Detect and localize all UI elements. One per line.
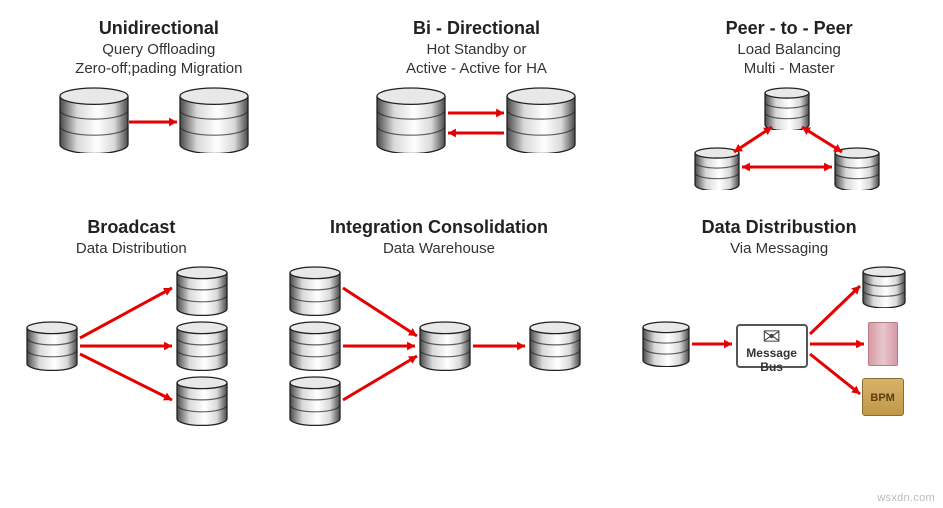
pattern-bidirectional: Bi - DirectionalHot Standby orActive - A… (376, 18, 576, 197)
message-bus-label: Message Bus (738, 346, 806, 374)
pattern-subtitle: Via Messaging (642, 240, 917, 259)
message-bus: ✉ Message Bus (736, 324, 808, 368)
pattern-diagram (376, 87, 576, 167)
pattern-integration: Integration Consolidation Data Warehouse (289, 217, 589, 432)
pattern-subtitle: Load BalancingMulti - Master (694, 41, 884, 79)
pattern-title: Integration Consolidation (289, 217, 589, 238)
database-icon (179, 87, 249, 154)
envelope-icon: ✉ (738, 326, 806, 348)
pattern-diagram: ✉ Message Bus BPM (642, 266, 917, 431)
pattern-diagram (26, 266, 236, 431)
pattern-title: Data Distribustion (642, 217, 917, 238)
pattern-title: Bi - Directional (376, 18, 576, 39)
pattern-subtitle: Data Distribution (26, 240, 236, 259)
pattern-title: Broadcast (26, 217, 236, 238)
pattern-title: Peer - to - Peer (694, 18, 884, 39)
pattern-peer-to-peer: Peer - to - PeerLoad BalancingMulti - Ma… (694, 18, 884, 197)
server-icon (868, 322, 898, 366)
database-icon (506, 87, 576, 154)
bpm-box: BPM (862, 378, 904, 416)
watermark-text: wsxdn.com (877, 492, 935, 504)
pattern-diagram (694, 87, 884, 197)
pattern-subtitle: Hot Standby orActive - Active for HA (376, 41, 576, 79)
pattern-unidirectional: UnidirectionalQuery OffloadingZero-off;p… (59, 18, 259, 197)
pattern-subtitle: Data Warehouse (289, 240, 589, 259)
pattern-diagram (289, 266, 589, 431)
pattern-title: Unidirectional (59, 18, 259, 39)
pattern-distribution: Data Distribustion Via Messaging (642, 217, 917, 432)
pattern-broadcast: Broadcast Data Distribution (26, 217, 236, 432)
pattern-subtitle: Query OffloadingZero-off;pading Migratio… (59, 41, 259, 79)
pattern-diagram (59, 87, 259, 167)
